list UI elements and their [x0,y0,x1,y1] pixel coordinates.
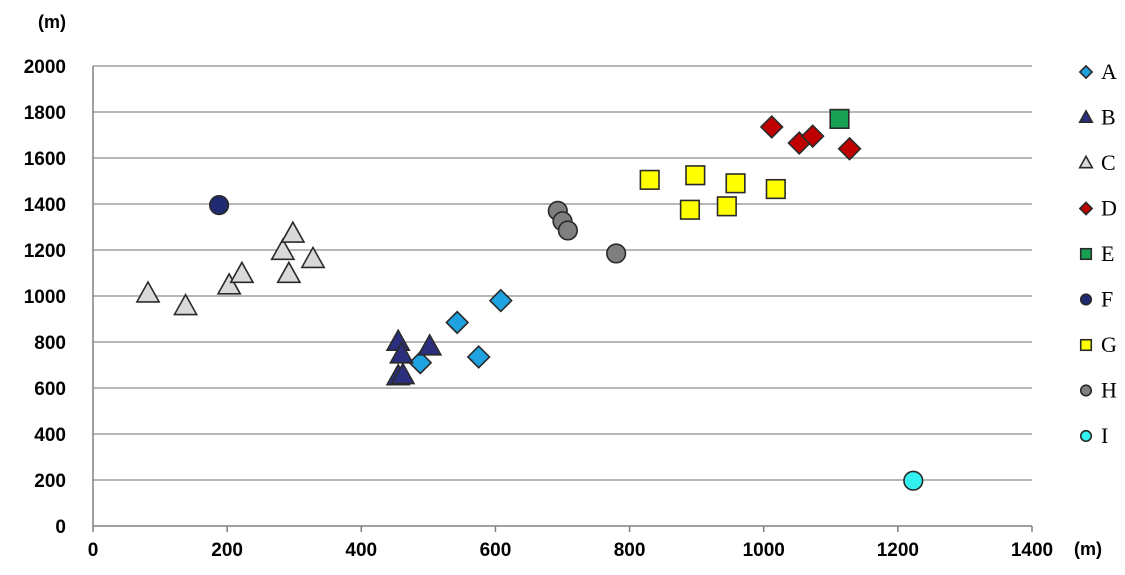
legend-label-c: C [1101,150,1116,175]
y-tick-label: 1400 [24,195,66,216]
grid-layer [93,65,1032,481]
point-h-3 [557,220,578,241]
point-g-3 [679,199,701,220]
y-tick-label: 800 [34,333,66,354]
point-g-4 [716,196,737,217]
point-e-1 [829,108,850,129]
legend-marker-g [1079,338,1093,352]
point-c-1 [135,280,161,303]
legend-marker-a [1078,64,1094,80]
legend-marker-e [1079,247,1093,261]
point-a-1 [408,350,433,375]
y-tick-label: 1600 [24,149,66,170]
point-a-2 [445,310,470,335]
x-tick-label: 200 [211,540,243,561]
y-tick-label: 0 [55,517,66,538]
legend-label-d: D [1101,196,1117,221]
legend-label-h: H [1101,378,1117,403]
x-tick-label: 800 [614,540,646,561]
x-tick-label: 600 [480,540,512,561]
point-a-4 [488,288,513,313]
point-i-1 [903,470,924,491]
x-tick-label: 0 [88,540,99,561]
legend-label-i: I [1101,423,1108,448]
point-c-5 [270,237,296,261]
point-b-3 [417,333,443,356]
point-a-3 [466,345,491,369]
y-tick-label: 200 [34,471,66,492]
legend-label-f: F [1101,287,1113,312]
point-g-5 [725,173,746,194]
point-b-1 [385,328,411,351]
legend-label-a: A [1101,59,1117,84]
point-c-3 [216,272,242,295]
axis-layer: 0 200 400 600 800 1000 1200 1400 1600 1800 2000 0 20… [24,57,1053,561]
x-axis-unit-label: (m) [1074,539,1102,559]
x-tick-label: 1200 [877,540,919,561]
legend-marker-i [1079,429,1093,443]
point-f-1 [208,195,230,216]
legend-marker-c [1078,154,1094,169]
legend-marker-b [1078,109,1094,123]
legend-marker-f [1079,293,1093,306]
point-d-1 [759,115,784,139]
point-c-4 [229,260,255,284]
legend-label-e: E [1101,241,1114,266]
point-c-8 [300,245,326,269]
y-axis-unit-label: (m) [38,12,66,32]
point-g-2 [685,165,706,186]
y-tick-label: 1000 [24,287,66,308]
legend-label-g: G [1101,332,1117,357]
x-tick-label: 400 [345,540,377,561]
y-tick-label: 2000 [24,57,66,78]
legend-marker-d [1078,201,1094,216]
point-d-4 [837,136,862,161]
legend-label-b: B [1101,105,1116,130]
x-tick-label: 1000 [743,540,785,561]
x-tick-label: 1400 [1011,540,1053,561]
point-b-5 [390,362,416,385]
point-c-7 [276,260,302,284]
point-c-2 [173,293,199,316]
point-b-2 [389,341,415,364]
point-g-6 [765,178,786,200]
point-g-1 [639,169,660,190]
y-tick-label: 600 [34,379,66,400]
y-tick-label: 1800 [24,103,66,124]
y-tick-label: 1200 [24,241,66,262]
legend-marker-h [1079,384,1093,397]
point-h-4 [606,243,627,264]
marks-layer [135,108,924,491]
point-d-3 [800,124,825,149]
y-tick-label: 400 [34,425,66,446]
point-c-6 [280,220,306,243]
